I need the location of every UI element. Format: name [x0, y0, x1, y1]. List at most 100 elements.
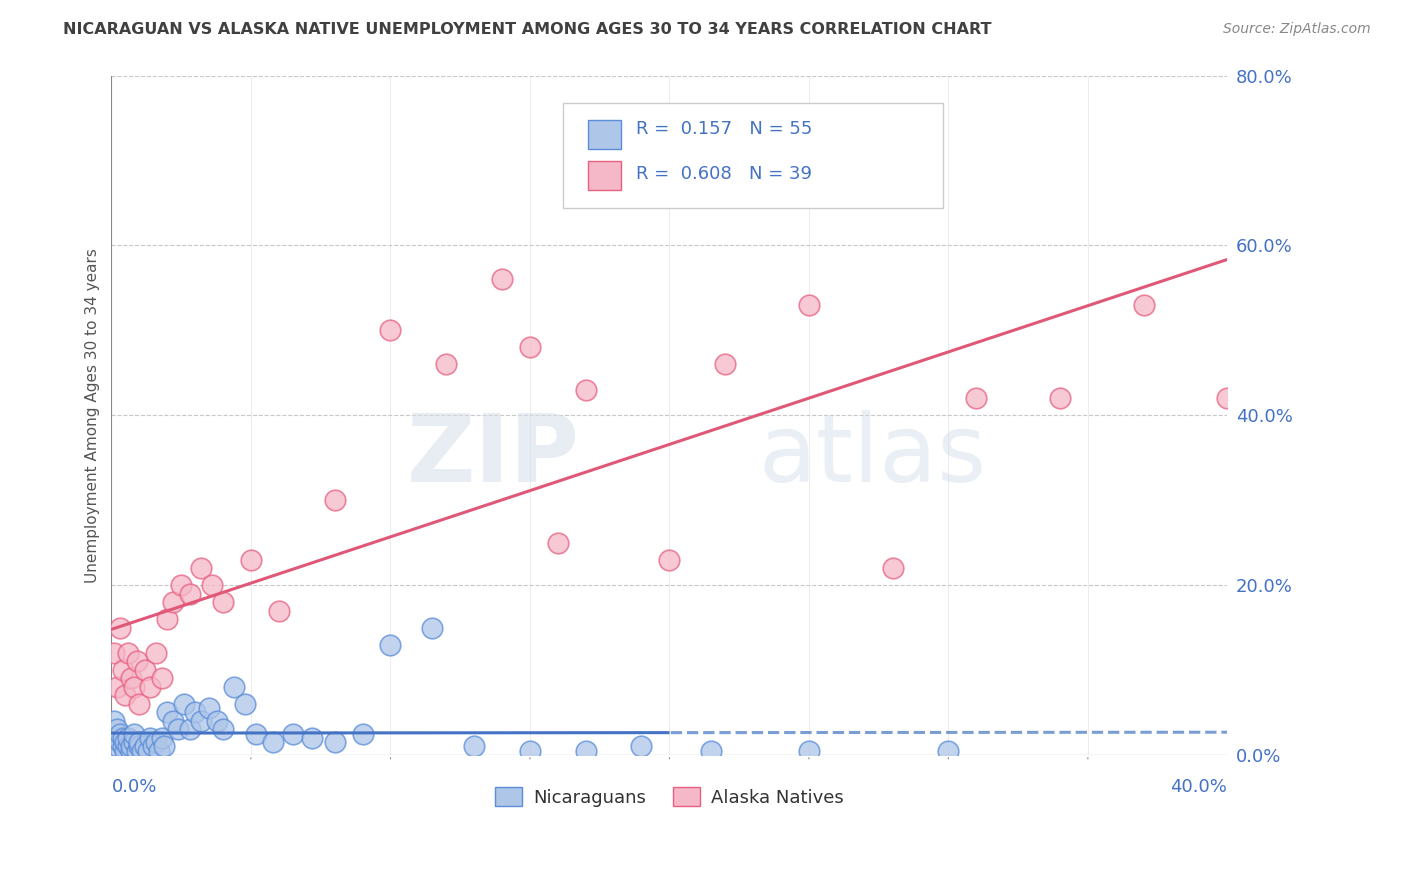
Point: [128, 735, 150, 749]
Point: [162, 595, 184, 609]
Point: [103, 646, 125, 660]
Point: [145, 735, 167, 749]
Point: [190, 561, 212, 575]
Text: R =  0.608   N = 39: R = 0.608 N = 39: [636, 165, 811, 183]
Y-axis label: Unemployment Among Ages 30 to 34 years: Unemployment Among Ages 30 to 34 years: [86, 248, 100, 582]
Point: [108, 727, 131, 741]
Point: [224, 680, 246, 694]
Point: [212, 723, 235, 737]
Point: [150, 672, 173, 686]
Text: ZIP: ZIP: [408, 410, 581, 502]
Point: [162, 714, 184, 728]
Point: [323, 493, 346, 508]
FancyBboxPatch shape: [588, 120, 621, 149]
Point: [150, 731, 173, 745]
Point: [173, 697, 195, 711]
Point: [117, 731, 139, 745]
Point: [262, 735, 284, 749]
Point: [352, 727, 374, 741]
Point: [122, 680, 145, 694]
Point: [658, 552, 681, 566]
Point: [281, 727, 304, 741]
Point: [111, 739, 134, 754]
Point: [139, 731, 162, 745]
Point: [114, 689, 136, 703]
Point: [380, 323, 402, 337]
Point: [1049, 391, 1071, 405]
FancyBboxPatch shape: [564, 103, 943, 208]
Point: [128, 697, 150, 711]
Point: [134, 663, 156, 677]
Point: [882, 561, 904, 575]
Point: [198, 701, 221, 715]
Point: [153, 739, 176, 754]
Point: [602, 153, 624, 168]
Point: [145, 646, 167, 660]
Point: [179, 723, 201, 737]
Point: [167, 723, 190, 737]
Point: [547, 535, 569, 549]
Point: [108, 620, 131, 634]
Text: Source: ZipAtlas.com: Source: ZipAtlas.com: [1223, 22, 1371, 37]
Point: [267, 603, 290, 617]
Point: [201, 578, 224, 592]
Point: [575, 744, 598, 758]
Point: [117, 646, 139, 660]
Point: [938, 744, 960, 758]
Point: [233, 697, 256, 711]
Text: R =  0.157   N = 55: R = 0.157 N = 55: [636, 120, 813, 137]
Point: [128, 739, 150, 754]
Point: [108, 735, 131, 749]
Point: [301, 731, 323, 745]
Point: [380, 638, 402, 652]
Point: [575, 383, 598, 397]
Point: [797, 298, 820, 312]
Point: [491, 272, 513, 286]
Point: [122, 727, 145, 741]
Point: [156, 612, 179, 626]
Point: [245, 727, 267, 741]
Point: [965, 391, 987, 405]
Point: [111, 731, 134, 745]
Point: [700, 744, 723, 758]
Point: [105, 723, 128, 737]
Text: 40.0%: 40.0%: [1171, 778, 1227, 797]
Point: [519, 340, 541, 354]
Point: [125, 744, 148, 758]
Point: [434, 357, 457, 371]
Point: [323, 735, 346, 749]
Point: [1132, 298, 1154, 312]
Point: [179, 586, 201, 600]
Point: [114, 735, 136, 749]
Point: [519, 744, 541, 758]
Text: atlas: atlas: [759, 410, 987, 502]
Point: [114, 744, 136, 758]
Point: [131, 744, 153, 758]
Point: [463, 739, 485, 754]
Legend: Nicaraguans, Alaska Natives: Nicaraguans, Alaska Natives: [488, 780, 851, 814]
Point: [103, 731, 125, 745]
FancyBboxPatch shape: [588, 161, 621, 190]
Point: [136, 744, 159, 758]
Point: [1216, 391, 1239, 405]
Point: [420, 620, 443, 634]
Point: [142, 739, 165, 754]
Point: [139, 680, 162, 694]
Point: [148, 744, 170, 758]
Point: [134, 739, 156, 754]
Point: [212, 595, 235, 609]
Point: [156, 706, 179, 720]
Point: [797, 744, 820, 758]
Text: NICARAGUAN VS ALASKA NATIVE UNEMPLOYMENT AMONG AGES 30 TO 34 YEARS CORRELATION C: NICARAGUAN VS ALASKA NATIVE UNEMPLOYMENT…: [63, 22, 991, 37]
Point: [125, 655, 148, 669]
Point: [105, 739, 128, 754]
Point: [630, 739, 652, 754]
Point: [120, 744, 142, 758]
Point: [170, 578, 193, 592]
Point: [184, 706, 207, 720]
Point: [111, 663, 134, 677]
Point: [103, 714, 125, 728]
Point: [120, 672, 142, 686]
Point: [207, 714, 229, 728]
Point: [120, 739, 142, 754]
